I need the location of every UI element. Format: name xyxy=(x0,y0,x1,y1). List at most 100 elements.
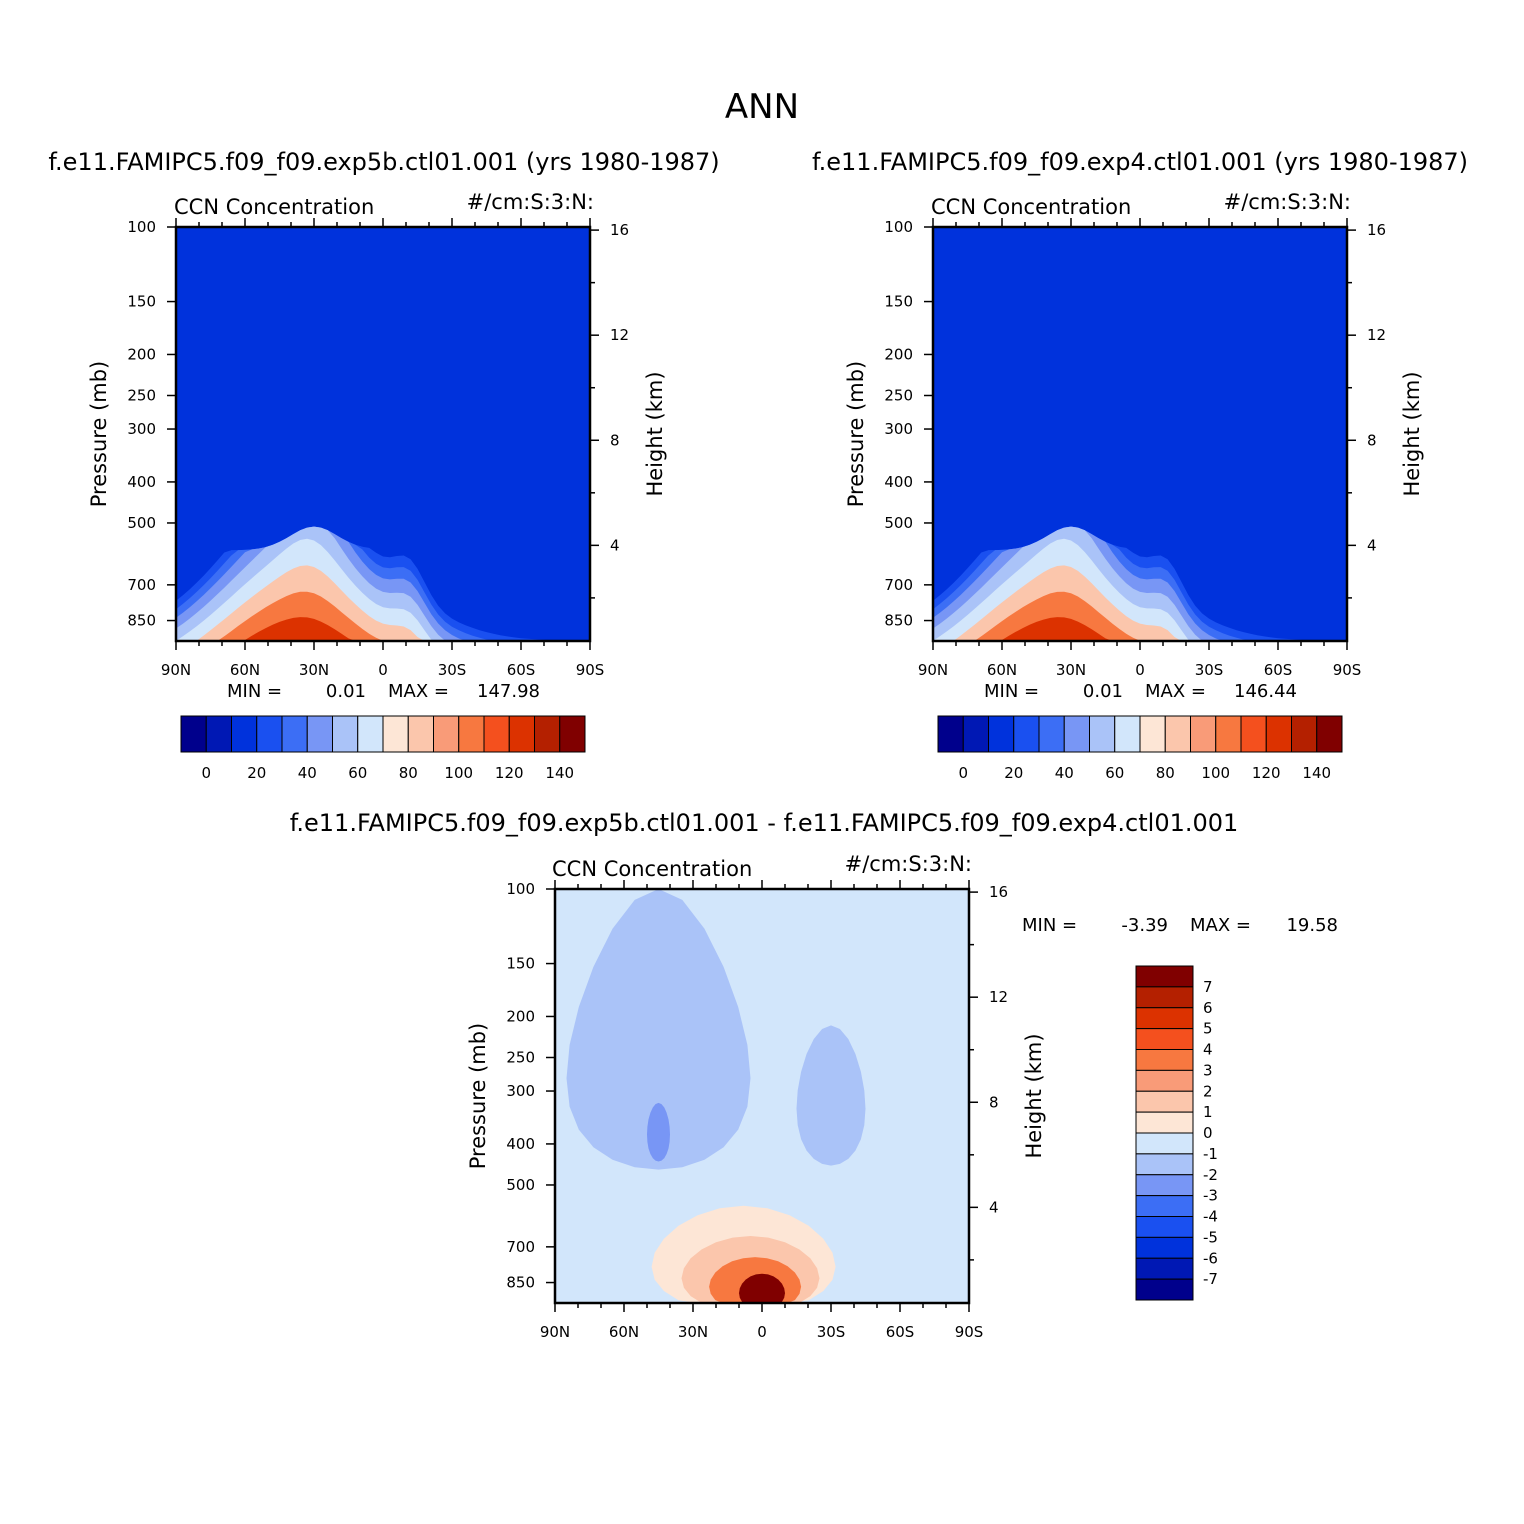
colorbar-label: 5 xyxy=(1203,1020,1213,1038)
panel-difference: f.e11.FAMIPC5.f09_f09.exp5b.ctl01.001 - … xyxy=(290,809,1338,1341)
colorbar-swatch xyxy=(357,715,384,753)
colorbar-swatch xyxy=(433,715,460,753)
colorbar-label: -3 xyxy=(1203,1187,1218,1205)
figure-title: ANN xyxy=(725,87,799,127)
panel-1: f.e11.FAMIPC5.f09_f09.exp5b.ctl01.001 (y… xyxy=(48,148,719,782)
x-tick-label: 60S xyxy=(1264,661,1293,679)
contour-field xyxy=(555,889,969,1303)
colorbar-swatch xyxy=(1135,1216,1194,1238)
colorbar-label: 60 xyxy=(348,764,367,782)
height-tick-labels: 16 12 8 4 xyxy=(610,221,629,554)
colorbar-label: 60 xyxy=(1105,764,1124,782)
x-tick-label: 90N xyxy=(540,1323,570,1341)
colorbar-swatch xyxy=(382,715,409,753)
x-tick-label: 30S xyxy=(1195,661,1224,679)
colorbar-swatch xyxy=(1114,715,1141,753)
colorbar-swatch xyxy=(1190,715,1217,753)
colorbar-swatch xyxy=(1265,715,1292,753)
colorbar-label: -5 xyxy=(1203,1228,1218,1246)
colorbar-label: 0 xyxy=(958,764,968,782)
colorbar-swatch xyxy=(281,715,308,753)
colorbar-label: 80 xyxy=(1156,764,1175,782)
tick-marks xyxy=(167,218,599,650)
y-tick-label: 200 xyxy=(884,345,913,363)
colorbar-swatch xyxy=(937,715,964,753)
right-axis-label: Height (km) xyxy=(1400,371,1424,496)
y-tick-label: 500 xyxy=(884,514,913,532)
units-title: #/cm:S:3:N: xyxy=(845,852,972,876)
colorbar-swatch xyxy=(1089,715,1116,753)
y-tick-label: 400 xyxy=(127,473,156,491)
colorbar-label: 20 xyxy=(1004,764,1023,782)
y-tick-label: 150 xyxy=(884,293,913,311)
colorbar-label: 100 xyxy=(1201,764,1230,782)
colorbar-swatch xyxy=(483,715,510,753)
variable-title: CCN Concentration xyxy=(931,195,1131,219)
height-tick-label: 16 xyxy=(610,221,629,239)
x-tick-label: 30N xyxy=(678,1323,708,1341)
contour-field xyxy=(933,227,1347,641)
case-title: f.e11.FAMIPC5.f09_f09.exp4.ctl01.001 (yr… xyxy=(812,148,1468,176)
colorbar-swatch xyxy=(1135,1195,1194,1217)
colorbar-swatch xyxy=(1135,1111,1194,1134)
y-tick-label: 250 xyxy=(127,387,156,405)
height-tick-label: 4 xyxy=(1367,536,1377,554)
colorbar-swatch xyxy=(1135,1132,1194,1155)
x-tick-label: 60S xyxy=(507,661,536,679)
height-tick-label: 12 xyxy=(610,326,629,344)
colorbar-swatch xyxy=(1240,715,1267,753)
colorbar-label: -4 xyxy=(1203,1208,1218,1226)
height-tick-label: 16 xyxy=(1367,221,1386,239)
colorbar-swatch xyxy=(1135,1174,1194,1197)
min-label: MIN = xyxy=(984,681,1039,702)
colorbar-swatch xyxy=(1038,715,1065,753)
y-tick-label: 400 xyxy=(506,1135,535,1153)
y-axis-label: Pressure (mb) xyxy=(87,361,111,508)
right-axis-label: Height (km) xyxy=(643,371,667,496)
y-tick-label: 150 xyxy=(127,293,156,311)
min-value: -3.39 xyxy=(1121,915,1168,936)
min-label: MIN = xyxy=(227,681,282,702)
colorbar-swatch xyxy=(1135,1278,1194,1301)
x-tick-label: 90S xyxy=(955,1323,984,1341)
variable-title: CCN Concentration xyxy=(552,857,752,881)
height-tick-label: 8 xyxy=(989,1093,999,1111)
colorbar-swatch xyxy=(534,715,561,753)
colorbar-swatch xyxy=(306,715,333,753)
x-tick-label: 0 xyxy=(757,1323,767,1341)
y-tick-label: 850 xyxy=(884,612,913,630)
x-tick-labels: 90N 60N 30N 0 30S 60S 90S xyxy=(918,661,1361,679)
x-tick-label: 30N xyxy=(1056,661,1086,679)
colorbar-swatch xyxy=(1135,1007,1194,1030)
colorbar-label: 40 xyxy=(298,764,317,782)
colorbar-swatch xyxy=(1013,715,1040,753)
height-tick-label: 16 xyxy=(989,883,1008,901)
y-tick-label: 850 xyxy=(506,1274,535,1292)
max-label: MAX = xyxy=(1145,681,1206,702)
tick-marks xyxy=(546,880,978,1312)
colorbar-swatch xyxy=(1135,1257,1194,1280)
x-tick-labels: 90N 60N 30N 0 30S 60S 90S xyxy=(161,661,604,679)
height-tick-label: 4 xyxy=(989,1198,999,1216)
colorbar-label: 0 xyxy=(201,764,211,782)
colorbar-swatch xyxy=(559,715,586,753)
y-tick-label: 200 xyxy=(127,345,156,363)
y-axis-label: Pressure (mb) xyxy=(466,1023,490,1170)
y-tick-label: 300 xyxy=(127,420,156,438)
y-tick-labels: 100 150 200 250 300 400 500 700 850 xyxy=(127,218,156,630)
height-tick-label: 12 xyxy=(1367,326,1386,344)
max-label: MAX = xyxy=(1190,915,1251,936)
y-tick-label: 500 xyxy=(127,514,156,532)
colorbar-label: 120 xyxy=(1252,764,1281,782)
y-tick-label: 400 xyxy=(884,473,913,491)
colorbar-swatch xyxy=(1135,1028,1194,1050)
x-tick-label: 90N xyxy=(161,661,191,679)
units-title: #/cm:S:3:N: xyxy=(467,190,594,214)
colorbar-label: 120 xyxy=(495,764,524,782)
colorbar-label: -6 xyxy=(1203,1249,1218,1267)
colorbar-swatch xyxy=(1135,1090,1194,1113)
colorbar-label: 140 xyxy=(1302,764,1331,782)
contour-band xyxy=(566,889,751,1170)
colorbar-label: 2 xyxy=(1203,1082,1213,1100)
